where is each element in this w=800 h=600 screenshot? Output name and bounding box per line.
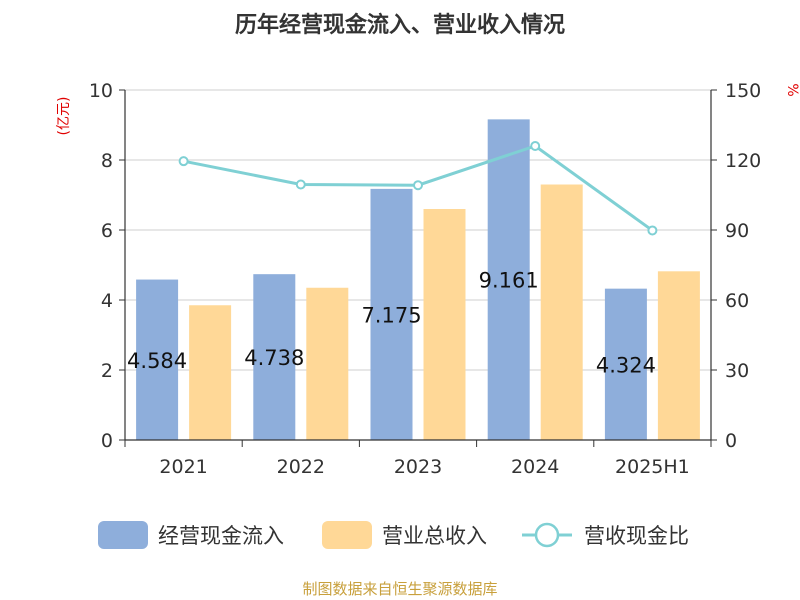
bar: [423, 209, 466, 440]
data-label: 4.738: [244, 346, 304, 370]
axes-layer: 0 2 4 6 8 10 0 30 60 90 120 150 2021 2022 2023 2024 2025…: [89, 80, 761, 478]
y-axis-right-label: %: [784, 83, 800, 96]
bar: [253, 274, 296, 440]
chart-title: 历年经营现金流入、营业收入情况: [235, 12, 565, 38]
y-left-tick-label: 4: [101, 290, 113, 312]
legend-marker: [534, 522, 560, 548]
y-left-tick-label: 6: [101, 220, 113, 242]
y-right-tick-label: 0: [725, 430, 737, 452]
y-right-tick-label: 60: [725, 290, 749, 312]
x-tick-label: 2023: [394, 456, 442, 478]
y-right-tick-label: 120: [725, 150, 761, 172]
y-left-tick-label: 8: [101, 150, 113, 172]
bar: [604, 288, 647, 440]
bar: [487, 119, 530, 441]
line-point: [647, 225, 658, 236]
bars-layer: [136, 119, 700, 441]
data-labels-layer: 4.584 4.738 7.175 9.161 4.324: [127, 269, 656, 378]
line-point: [295, 179, 306, 190]
source-note: 制图数据来自恒生聚源数据库: [302, 580, 497, 598]
bar: [657, 271, 700, 440]
y-left-tick-label: 2: [101, 360, 113, 382]
line-point: [178, 156, 189, 167]
legend-swatch: [98, 521, 148, 549]
data-label: 4.584: [127, 349, 187, 373]
x-tick-label: 2021: [159, 456, 207, 478]
bar: [136, 279, 179, 440]
y-left-tick-label: 10: [89, 80, 113, 102]
y-axis-left-label: (亿元): [56, 97, 72, 136]
bar: [189, 305, 232, 440]
y-right-tick-label: 30: [725, 360, 749, 382]
legend-label: 营收现金比: [584, 524, 689, 548]
bar: [306, 287, 349, 440]
y-right-tick-label: 150: [725, 80, 761, 102]
data-label: 4.324: [596, 353, 656, 377]
line-point: [530, 141, 541, 151]
y-right-tick-label: 90: [725, 220, 749, 242]
data-label: 9.161: [479, 269, 539, 293]
line-point: [413, 180, 423, 191]
line-layer: [178, 141, 658, 236]
bar: [370, 188, 413, 440]
y-left-tick-label: 0: [101, 430, 113, 452]
x-tick-label: 2024: [511, 456, 559, 478]
x-tick-label: 2022: [277, 456, 325, 478]
bar: [540, 184, 583, 440]
legend-label: 营业总收入: [382, 524, 487, 548]
legend-swatch: [322, 521, 372, 549]
x-tick-label: 2025H1: [615, 456, 690, 478]
legend: 经营现金流入 营业总收入 营收现金比: [98, 521, 689, 549]
data-label: 7.175: [361, 303, 421, 327]
legend-label: 经营现金流入: [158, 524, 284, 548]
